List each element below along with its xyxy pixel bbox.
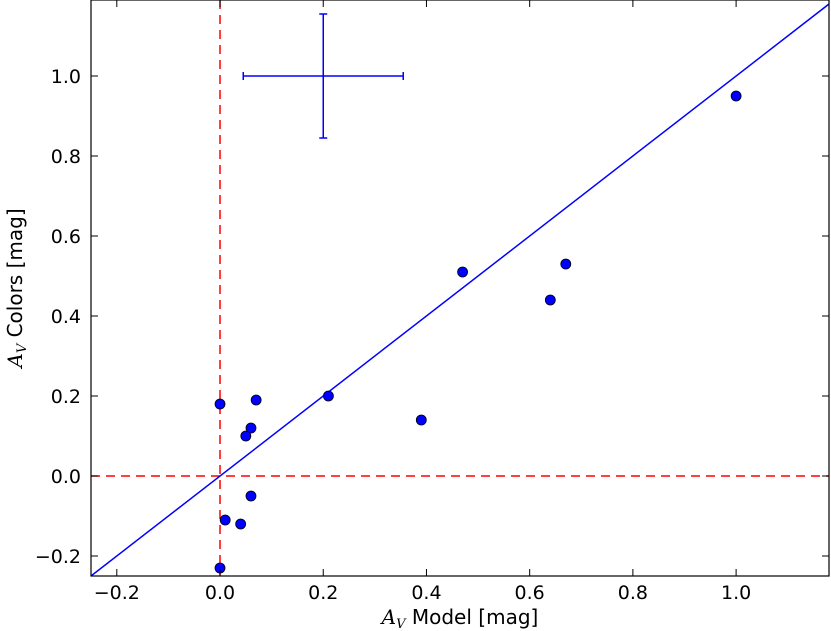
x-tick-label: 0.8 [618,582,648,604]
x-tick-label: 0.2 [308,582,338,604]
data-point [544,294,556,306]
data-point [235,518,247,530]
one-to-one-line [91,3,829,576]
plot-area [91,0,829,576]
data-point [250,394,262,406]
y-tick-label: 0.2 [51,386,81,408]
x-tick-label: 0.0 [205,582,235,604]
y-tick-label: 0.6 [51,226,81,248]
y-tick-label: 1.0 [51,66,81,88]
x-tick-label: −0.2 [94,582,140,604]
x-tick-label: 0.4 [411,582,441,604]
x-tick-label: 1.0 [721,582,751,604]
error-bar-example [242,13,404,139]
y-tick-label: 0.0 [51,466,81,488]
y-tick-label: −0.2 [35,546,81,568]
data-points [214,90,742,574]
plot-frame [90,0,830,577]
x-axis-label: AV Model [mag] [380,605,539,631]
y-axis-label: AV Colors [mag] [3,208,30,369]
data-point [560,258,572,270]
x-tick-label: 0.6 [515,582,545,604]
data-point [730,90,742,102]
data-point [457,266,468,278]
data-point [322,390,334,402]
y-axis-ticks: −0.2 0.0 0.2 0.4 0.6 0.8 1.0 [35,66,829,568]
data-point [214,398,226,410]
data-point [245,490,257,502]
y-tick-label: 0.4 [51,306,81,328]
data-point [219,514,231,526]
data-point [245,422,257,434]
data-point [240,430,252,442]
x-axis-ticks: −0.2 0.0 0.2 0.4 0.6 0.8 1.0 [94,0,751,604]
y-tick-label: 0.8 [51,146,81,168]
data-point [415,414,427,426]
